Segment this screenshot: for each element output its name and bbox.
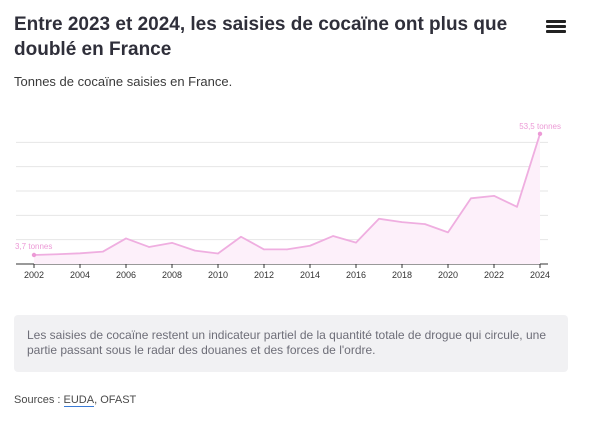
data-point xyxy=(309,244,311,247)
x-tick-label: 2020 xyxy=(438,270,458,280)
x-tick-label: 2014 xyxy=(300,270,320,280)
data-point xyxy=(102,250,104,253)
chart-subtitle: Tonnes de cocaïne saisies en France. xyxy=(14,74,233,89)
data-point xyxy=(263,248,265,251)
data-point xyxy=(516,206,518,208)
data-label: 3,7 tonnes xyxy=(15,242,52,251)
data-point xyxy=(56,253,58,256)
x-tick-label: 2012 xyxy=(254,270,274,280)
source-ofast: OFAST xyxy=(100,394,137,406)
sources-label: Sources : xyxy=(14,394,64,406)
data-point xyxy=(447,231,449,234)
data-label: 53,5 tonnes xyxy=(519,122,561,131)
info-note: Les saisies de cocaïne restent un indica… xyxy=(14,315,568,372)
data-point xyxy=(217,252,219,255)
source-link-euda[interactable]: EUDA xyxy=(63,394,95,407)
data-point xyxy=(79,252,81,255)
data-point xyxy=(240,235,242,238)
data-point xyxy=(125,237,127,240)
x-tick-label: 2006 xyxy=(116,270,136,280)
data-point xyxy=(401,221,403,223)
hamburger-menu-icon[interactable] xyxy=(544,17,568,37)
data-point xyxy=(194,249,196,252)
data-point xyxy=(537,131,543,137)
x-tick-label: 2002 xyxy=(24,270,44,280)
x-tick-label: 2004 xyxy=(70,270,90,280)
x-tick-label: 2022 xyxy=(484,270,504,280)
data-point xyxy=(355,241,357,244)
data-point xyxy=(424,223,426,225)
x-tick-label: 2008 xyxy=(162,270,182,280)
menu-bar xyxy=(546,20,566,23)
data-point xyxy=(31,252,37,258)
x-tick-label: 2010 xyxy=(208,270,228,280)
data-point xyxy=(148,246,150,248)
data-point xyxy=(470,197,472,200)
x-tick-label: 2016 xyxy=(346,270,366,280)
data-point xyxy=(493,195,495,197)
data-point xyxy=(286,248,288,251)
cocaine-seizures-chart: 2002 2004 2006 2008 2010 2012 2014 2016 2018 2020… xyxy=(15,122,561,280)
data-point xyxy=(332,235,334,237)
menu-bar xyxy=(546,25,566,28)
data-point xyxy=(171,242,173,244)
sources-line: Sources : EUDA, OFAST xyxy=(14,394,137,407)
sources-separator: , xyxy=(94,394,101,406)
menu-bar xyxy=(546,30,566,33)
page-title: Entre 2023 et 2024, les saisies de cocaï… xyxy=(14,14,508,60)
x-tick-label: 2024 xyxy=(530,270,550,280)
note-text: Les saisies de cocaïne restent un indica… xyxy=(27,328,546,357)
data-point xyxy=(378,217,380,220)
series-area xyxy=(34,133,540,264)
x-tick-label: 2018 xyxy=(392,270,412,280)
